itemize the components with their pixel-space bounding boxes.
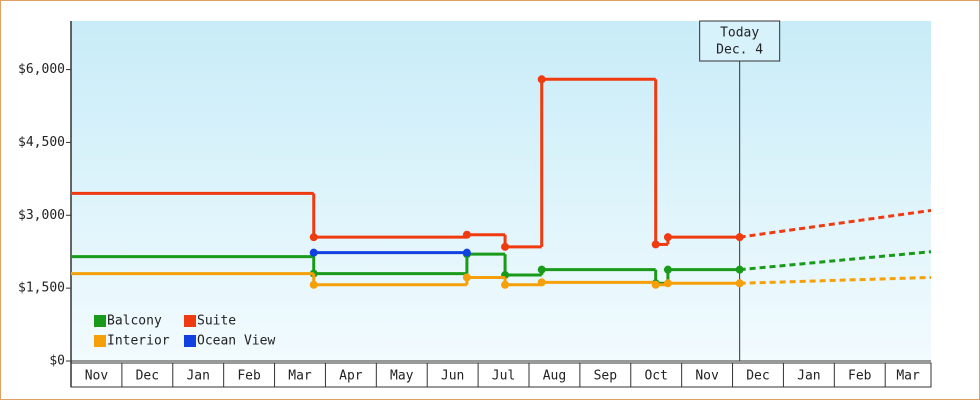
- x-tick-label: Aug: [543, 369, 566, 384]
- forecast-line: [739, 250, 932, 272]
- legend-label: Interior: [107, 334, 170, 349]
- y-tick-label: $4,500: [18, 135, 65, 150]
- legend-label: Suite: [197, 314, 236, 329]
- legend-label: Balcony: [107, 314, 162, 329]
- x-tick-label: Feb: [237, 369, 261, 384]
- y-tick-label: $1,500: [18, 281, 65, 296]
- x-tick-label: Dec: [136, 369, 159, 384]
- price-point: [501, 242, 510, 251]
- x-tick-label: Jan: [186, 369, 209, 384]
- price-point: [651, 280, 660, 289]
- x-tick-label: Mar: [896, 369, 920, 384]
- price-point: [735, 265, 744, 274]
- forecast-line: [739, 275, 932, 285]
- legend-swatch: [94, 315, 106, 327]
- legend-label: Ocean View: [197, 334, 275, 349]
- today-label: Dec. 4: [716, 43, 763, 58]
- price-point: [735, 279, 744, 288]
- x-tick-label: Mar: [288, 369, 312, 384]
- x-tick-label: Jun: [441, 369, 464, 384]
- today-box: [699, 20, 781, 62]
- y-tick-label: $6,000: [18, 62, 65, 77]
- price-point: [462, 273, 471, 282]
- x-tick-label: Nov: [695, 369, 719, 384]
- y-tick-label: $3,000: [18, 208, 65, 223]
- legend-swatch: [94, 335, 106, 347]
- price-point: [309, 233, 318, 242]
- plot-background: [71, 21, 931, 361]
- price-point: [663, 233, 672, 242]
- legend-swatch: [184, 335, 196, 347]
- x-tick-label: Nov: [85, 369, 109, 384]
- forecast-line: [739, 208, 932, 239]
- x-axis-band: [70, 362, 932, 388]
- price-point: [309, 248, 318, 257]
- x-tick-label: Jul: [492, 369, 515, 384]
- x-tick-label: Sep: [594, 369, 618, 384]
- price-point: [537, 278, 546, 287]
- price-point: [663, 279, 672, 288]
- y-tick-label: $0: [49, 354, 65, 369]
- price-point: [537, 75, 546, 84]
- x-tick-label: Dec: [746, 369, 769, 384]
- price-point: [501, 280, 510, 289]
- legend-swatch: [184, 315, 196, 327]
- x-tick-label: Jan: [797, 369, 820, 384]
- price-point: [462, 230, 471, 239]
- x-tick-label: May: [390, 369, 414, 384]
- today-label: Today: [720, 26, 759, 41]
- price-point: [651, 240, 660, 249]
- price-point: [663, 265, 672, 274]
- price-point: [309, 280, 318, 289]
- x-tick-label: Feb: [848, 369, 872, 384]
- price-point: [537, 265, 546, 274]
- x-tick-label: Apr: [339, 369, 363, 384]
- x-tick-label: Oct: [644, 369, 667, 384]
- price-point: [735, 233, 744, 242]
- price-point: [462, 248, 471, 257]
